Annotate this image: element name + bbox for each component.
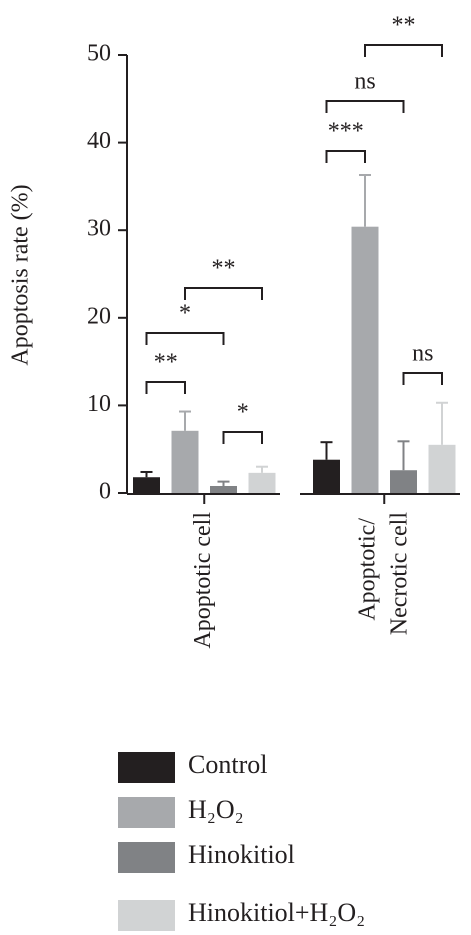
error-bar — [217, 480, 230, 486]
x-tick-label: Apoptotic cell — [190, 512, 216, 649]
y-axis-label: Apoptosis rate (%) — [8, 184, 34, 365]
significance-label: ** — [392, 13, 416, 39]
error-bar — [436, 401, 448, 445]
significance-label: ** — [212, 256, 236, 282]
significance-bracket — [325, 150, 366, 163]
legend-label: Control — [188, 750, 267, 779]
y-tick-label: 40 — [87, 128, 111, 154]
y-tick-label: 10 — [87, 391, 111, 417]
bar — [248, 472, 276, 493]
significance-bracket — [145, 332, 225, 345]
legend-swatch — [118, 797, 175, 828]
significance-bracket — [402, 372, 443, 385]
legend-swatch — [118, 752, 175, 783]
y-tick-label: 30 — [87, 216, 111, 242]
x-tick-label-line: Necrotic cell — [386, 512, 412, 636]
significance-label: ns — [354, 69, 375, 95]
x-tick-label-line: Apoptotic/ — [354, 512, 380, 621]
significance-label: * — [237, 400, 249, 426]
legend-label: H₂O₂ — [188, 795, 244, 824]
x-tick-label: Apoptotic/ Necrotic cell — [354, 512, 412, 636]
legend-label: Hinokitiol — [188, 840, 295, 869]
significance-bracket — [222, 431, 263, 444]
error-bar — [320, 441, 333, 460]
y-tick-label: 20 — [87, 303, 111, 329]
error-bar — [256, 465, 268, 473]
error-bar — [359, 174, 371, 227]
y-tick-label: 0 — [99, 479, 111, 505]
bar — [210, 485, 237, 493]
significance-bracket — [325, 100, 405, 113]
significance-bracket — [184, 287, 263, 300]
bar — [171, 430, 199, 493]
bar — [428, 444, 456, 493]
bar — [351, 226, 379, 494]
legend-label: Hinokitiol+H₂O₂ — [188, 898, 365, 927]
bar — [313, 459, 340, 493]
significance-label: ** — [154, 350, 178, 376]
y-tick-label: 50 — [87, 41, 111, 67]
significance-bracket — [145, 381, 186, 394]
legend-swatch — [118, 842, 175, 873]
error-bar — [397, 440, 410, 471]
error-bar — [140, 470, 153, 478]
error-bar — [179, 410, 191, 431]
bar — [133, 477, 160, 493]
bar — [390, 470, 417, 493]
significance-label: * — [179, 301, 191, 327]
significance-bracket — [364, 44, 443, 57]
significance-label: *** — [328, 119, 364, 145]
legend-swatch — [118, 900, 175, 931]
significance-label: ns — [412, 341, 433, 367]
